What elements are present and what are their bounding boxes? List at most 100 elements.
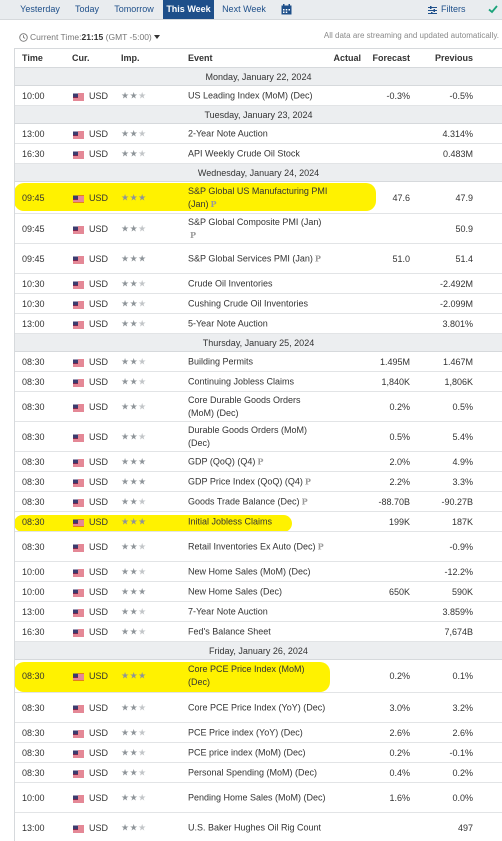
col-event[interactable]: Event (188, 53, 213, 63)
check-icon[interactable] (487, 3, 499, 15)
event-name-link[interactable]: Core PCE Price Index (YoY) (Dec) (188, 702, 326, 712)
table-row[interactable]: 08:30 USD ★★★ PCE price index (MoM) (Dec) 0.… (15, 743, 502, 763)
table-row[interactable]: 08:30 USD ★★★ Personal Spending (MoM) (Dec)… (15, 763, 502, 783)
event-name-link[interactable]: U.S. Baker Hughes Oil Rig Count (188, 822, 322, 832)
bull-icon: ★ (138, 356, 147, 366)
event-name-link[interactable]: GDP (QoQ) (Q4) (188, 456, 256, 466)
forecast-value: 1.6% (389, 792, 410, 803)
table-row[interactable]: 13:00 USD ★★★ 7-Year Note Auction 3.859% (15, 602, 502, 622)
col-previous[interactable]: Previous (434, 53, 473, 63)
event-time: 08:30 (22, 476, 45, 487)
tab-tomorrow[interactable]: Tomorrow (114, 4, 154, 14)
event-name-link[interactable]: Goods Trade Balance (Dec) (188, 496, 300, 506)
importance-rating: ★★★ (121, 496, 147, 507)
event-name-link[interactable]: Durable Goods Orders (MoM) (Dec) (188, 424, 308, 448)
col-importance[interactable]: Imp. (121, 53, 140, 63)
table-row[interactable]: 08:30 USD ★★★ PCE Price index (YoY) (Dec) 2.… (15, 723, 502, 743)
event-name-link[interactable]: US Leading Index (MoM) (Dec) (188, 90, 313, 100)
table-row[interactable]: 09:45 USD ★★★ S&P Global US Manufacturing P… (15, 182, 502, 214)
table-row[interactable]: 08:30 USD ★★★ Continuing Jobless Claims 1,84… (15, 372, 502, 392)
tab-this-week[interactable]: This Week (163, 0, 214, 19)
event-name-link[interactable]: S&P Global US Manufacturing PMI (Jan) (188, 185, 328, 209)
event-name-link[interactable]: Retail Inventories Ex Auto (Dec) (188, 541, 316, 551)
event-name-link[interactable]: GDP Price Index (QoQ) (Q4) (188, 476, 303, 486)
event-name-link[interactable]: PCE Price index (YoY) (Dec) (188, 727, 303, 737)
event-name-link[interactable]: Personal Spending (MoM) (Dec) (188, 767, 318, 777)
currency-code: USD (89, 148, 109, 159)
table-row[interactable]: 08:30 USD ★★★ Retail Inventories Ex Auto (D… (15, 532, 502, 562)
event-time: 08:30 (22, 456, 45, 467)
filters-label: Filters (441, 4, 466, 14)
forecast-value: 2.0% (389, 456, 410, 467)
event-cell: PCE price index (MoM) (Dec) (188, 746, 328, 759)
event-name-link[interactable]: 7-Year Note Auction (188, 606, 268, 616)
event-name-link[interactable]: Fed's Balance Sheet (188, 626, 271, 636)
table-row[interactable]: 08:30 USD ★★★ GDP Price Index (QoQ) (Q4) P 2.… (15, 472, 502, 492)
event-name-link[interactable]: New Home Sales (MoM) (Dec) (188, 566, 311, 576)
col-forecast[interactable]: Forecast (372, 53, 410, 63)
event-name-link[interactable]: Pending Home Sales (MoM) (Dec) (188, 792, 326, 802)
event-name-link[interactable]: 2-Year Note Auction (188, 128, 268, 138)
bull-icon: ★ (129, 767, 139, 777)
importance-rating: ★★★ (121, 792, 147, 803)
table-row[interactable]: 10:00 USD ★★★ US Leading Index (MoM) (Dec) -… (15, 86, 502, 106)
event-name-link[interactable]: Cushing Crude Oil Inventories (188, 298, 309, 308)
bull-icon: ★ (121, 516, 130, 526)
table-row[interactable]: 13:00 USD ★★★ U.S. Baker Hughes Oil Rig Cou… (15, 813, 502, 841)
filters-button[interactable]: Filters (428, 0, 466, 19)
event-name-link[interactable]: S&P Global Services PMI (Jan) (188, 253, 313, 263)
table-row[interactable]: 13:00 USD ★★★ 5-Year Note Auction 3.801% (15, 314, 502, 334)
event-name-link[interactable]: API Weekly Crude Oil Stock (188, 148, 300, 158)
bull-icon: ★ (129, 253, 139, 263)
table-row[interactable]: 08:30 USD ★★★ Core PCE Price Index (YoY) (D… (15, 693, 502, 723)
table-row[interactable]: 08:30 USD ★★★ Initial Jobless Claims 199K 187… (15, 512, 502, 532)
event-name-link[interactable]: 5-Year Note Auction (188, 318, 268, 328)
table-row[interactable]: 08:30 USD ★★★ GDP (QoQ) (Q4) P 2.0% 4.9% (15, 452, 502, 472)
event-name-link[interactable]: Crude Oil Inventories (188, 278, 273, 288)
tab-today[interactable]: Today (74, 4, 100, 14)
table-row[interactable]: 16:30 USD ★★★ API Weekly Crude Oil Stock 0.4… (15, 144, 502, 164)
table-row[interactable]: 09:45 USD ★★★ S&P Global Composite PMI (Jan… (15, 214, 502, 244)
previous-value: 4.314% (442, 128, 473, 139)
table-row[interactable]: 10:30 USD ★★★ Crude Oil Inventories -2.492M (15, 274, 502, 294)
current-time-selector[interactable]: Current Time:21:15 (GMT -5:00) (30, 32, 152, 42)
table-row[interactable]: 10:00 USD ★★★ Pending Home Sales (MoM) (Dec… (15, 783, 502, 813)
preliminary-icon: P (210, 198, 217, 209)
forecast-value: 1,840K (381, 376, 410, 387)
table-row[interactable]: 08:30 USD ★★★ Core PCE Price Index (MoM) (D… (15, 660, 502, 693)
currency-code: USD (89, 702, 109, 713)
table-row[interactable]: 08:30 USD ★★★ Goods Trade Balance (Dec) P -88… (15, 492, 502, 512)
bull-icon: ★ (138, 606, 147, 616)
event-name-link[interactable]: PCE price index (MoM) (Dec) (188, 747, 306, 757)
event-name-link[interactable]: New Home Sales (Dec) (188, 586, 283, 596)
event-time: 08:30 (22, 702, 45, 713)
event-name-link[interactable]: Initial Jobless Claims (188, 516, 273, 526)
chevron-down-icon[interactable] (154, 35, 160, 39)
event-cell: New Home Sales (Dec) (188, 585, 328, 598)
event-name-link[interactable]: S&P Global Composite PMI (Jan) (188, 216, 322, 227)
bull-icon: ★ (129, 702, 139, 712)
tab-next-week[interactable]: Next Week (222, 4, 266, 14)
bull-icon: ★ (138, 792, 147, 802)
table-row[interactable]: 08:30 USD ★★★ Durable Goods Orders (MoM) (D… (15, 422, 502, 452)
event-name-link[interactable]: Continuing Jobless Claims (188, 376, 295, 386)
importance-rating: ★★★ (121, 516, 147, 527)
table-row[interactable]: 09:45 USD ★★★ S&P Global Services PMI (Jan)… (15, 244, 502, 274)
event-name-link[interactable]: Core Durable Goods Orders (MoM) (Dec) (188, 394, 301, 418)
us-flag-icon (73, 255, 84, 263)
col-currency[interactable]: Cur. (72, 53, 90, 63)
table-row[interactable]: 16:30 USD ★★★ Fed's Balance Sheet 7,674B (15, 622, 502, 642)
event-name-link[interactable]: Building Permits (188, 356, 254, 366)
table-row[interactable]: 10:00 USD ★★★ New Home Sales (Dec) 650K 590K (15, 582, 502, 602)
tab-yesterday[interactable]: Yesterday (20, 4, 60, 14)
table-row[interactable]: 10:30 USD ★★★ Cushing Crude Oil Inventories… (15, 294, 502, 314)
table-row[interactable]: 08:30 USD ★★★ Building Permits 1.495M 1.467M (15, 352, 502, 372)
col-actual[interactable]: Actual (333, 53, 361, 63)
table-row[interactable]: 08:30 USD ★★★ Core Durable Goods Orders (Mo… (15, 392, 502, 422)
calendar-icon[interactable] (281, 4, 292, 15)
table-row[interactable]: 10:00 USD ★★★ New Home Sales (MoM) (Dec) -12… (15, 562, 502, 582)
table-row[interactable]: 13:00 USD ★★★ 2-Year Note Auction 4.314% (15, 124, 502, 144)
event-name-link[interactable]: Core PCE Price Index (MoM) (Dec) (188, 664, 305, 687)
us-flag-icon (73, 458, 84, 466)
col-time[interactable]: Time (22, 53, 43, 63)
